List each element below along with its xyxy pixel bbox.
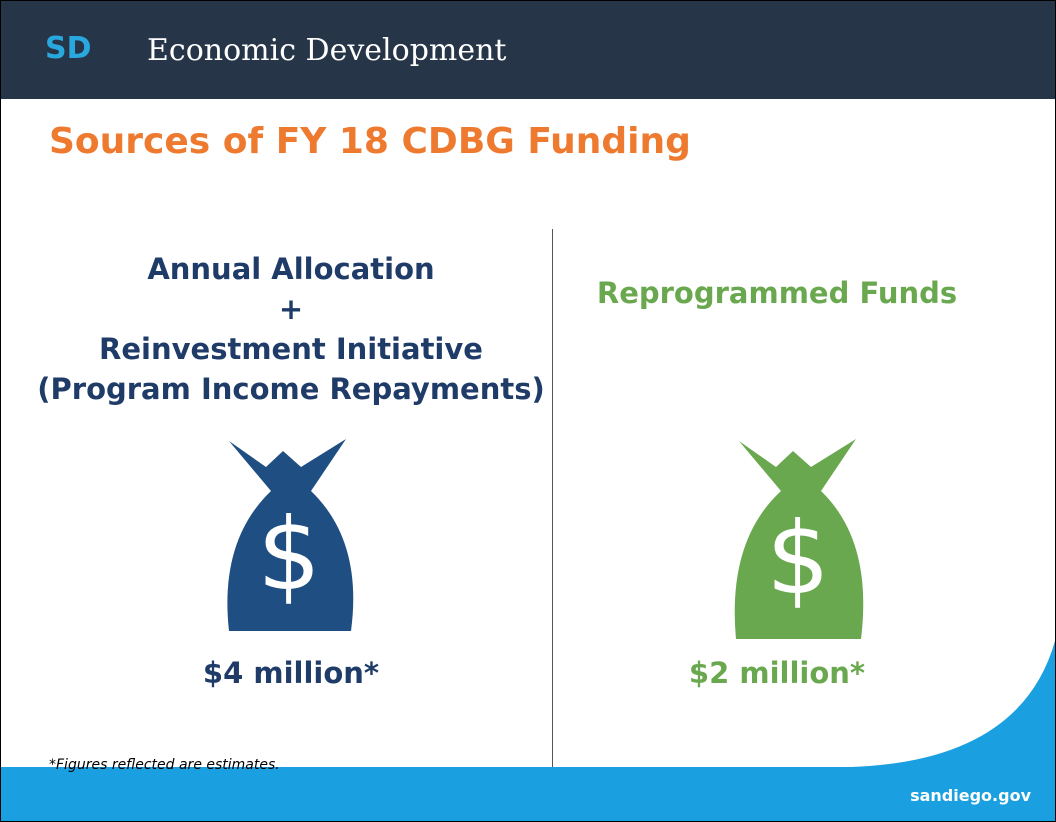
footnote: *Figures reflected are estimates. (49, 757, 280, 773)
divider (552, 229, 553, 767)
right-heading: Reprogrammed Funds (596, 276, 958, 310)
logo: SD (45, 31, 92, 66)
line: (Program Income Repayments) (37, 372, 545, 406)
money-bag: $ (734, 439, 864, 639)
money-bag: $ (227, 439, 354, 631)
right-amount: $2 million* (688, 656, 866, 690)
line: Reinvestment Initiative (99, 332, 483, 366)
footer-band (1, 641, 1055, 821)
line: + (278, 292, 304, 326)
left-amount: $4 million* (202, 656, 380, 690)
line: Annual Allocation (147, 252, 435, 286)
footer-url: sandiego.gov (910, 786, 1031, 805)
header-title: Economic Development (147, 33, 507, 68)
left-heading: Annual Allocation + Reinvestment Initiat… (31, 249, 551, 409)
dollar: $ (257, 496, 321, 613)
dollar: $ (766, 500, 830, 617)
header (1, 1, 1055, 99)
slide-title: Sources of FY 18 CDBG Funding (49, 121, 691, 162)
